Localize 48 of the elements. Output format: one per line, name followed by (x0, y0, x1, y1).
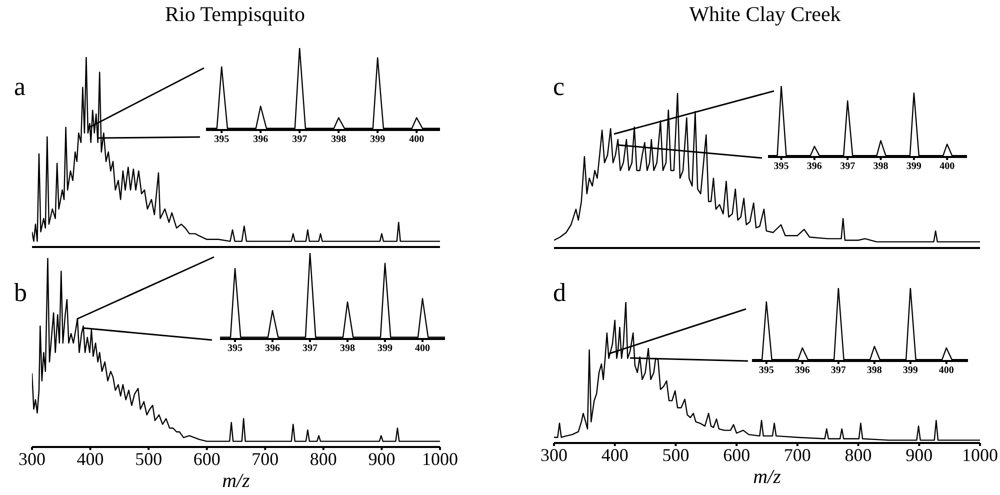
text: a (14, 72, 26, 102)
x-tick-label: 400 (415, 343, 430, 354)
x-axis-title: m/z (221, 470, 251, 492)
annotation: d (553, 278, 566, 308)
x-tick-label: 397 (830, 365, 846, 376)
x-tick-label: 300 (540, 444, 568, 465)
x-tick-label: 900 (906, 444, 933, 465)
x-tick-label: 397 (840, 161, 856, 172)
x-tick-label: 397 (302, 343, 318, 354)
x-tick-label: 396 (265, 343, 280, 354)
x-tick-label: 397 (292, 134, 308, 146)
x-tick-label: 398 (873, 161, 888, 172)
x-tick-label: 800 (844, 444, 872, 465)
x-tick-label: 300 (18, 448, 46, 469)
x-tick-label: 398 (340, 343, 355, 354)
x-tick-label: 396 (806, 161, 822, 172)
text: b (14, 278, 27, 308)
x-tick-label: 395 (214, 134, 230, 146)
x-tick-label: 400 (76, 448, 104, 469)
x-tick-label: 399 (370, 134, 386, 146)
x-tick-label: 600 (723, 444, 750, 465)
chart-title: White Clay Creek (688, 2, 842, 27)
x-tick-label: 500 (135, 448, 162, 469)
x-tick-label: 700 (252, 448, 279, 469)
x-tick-label: 399 (906, 161, 922, 172)
x-tick-label: 396 (794, 365, 810, 376)
x-tick-label: 398 (866, 365, 882, 376)
x-tick-label: 400 (940, 161, 955, 172)
chart-title: Rio Tempisquito (164, 2, 306, 27)
x-tick-label: 900 (368, 448, 396, 469)
x-tick-label: 399 (902, 365, 918, 376)
x-tick-label: 400 (938, 365, 954, 376)
x-tick-label: 800 (310, 448, 337, 469)
x-tick-label: 395 (774, 161, 789, 172)
x-tick-label: 396 (253, 134, 268, 146)
x-tick-label: 398 (331, 134, 346, 146)
x-tick-label: 1000 (422, 448, 458, 469)
x-axis-title: m/z (752, 466, 782, 488)
annotation: c (553, 72, 565, 102)
x-tick-label: 400 (601, 444, 628, 465)
x-tick-label: 399 (378, 343, 392, 354)
x-tick-label: 1000 (962, 444, 998, 465)
x-tick-label: 600 (193, 448, 220, 469)
x-tick-label: 400 (409, 134, 424, 146)
x-tick-label: 700 (784, 444, 811, 465)
x-tick-label: 395 (758, 365, 774, 376)
x-tick-label: 500 (662, 444, 690, 465)
x-tick-label: 395 (228, 343, 242, 354)
